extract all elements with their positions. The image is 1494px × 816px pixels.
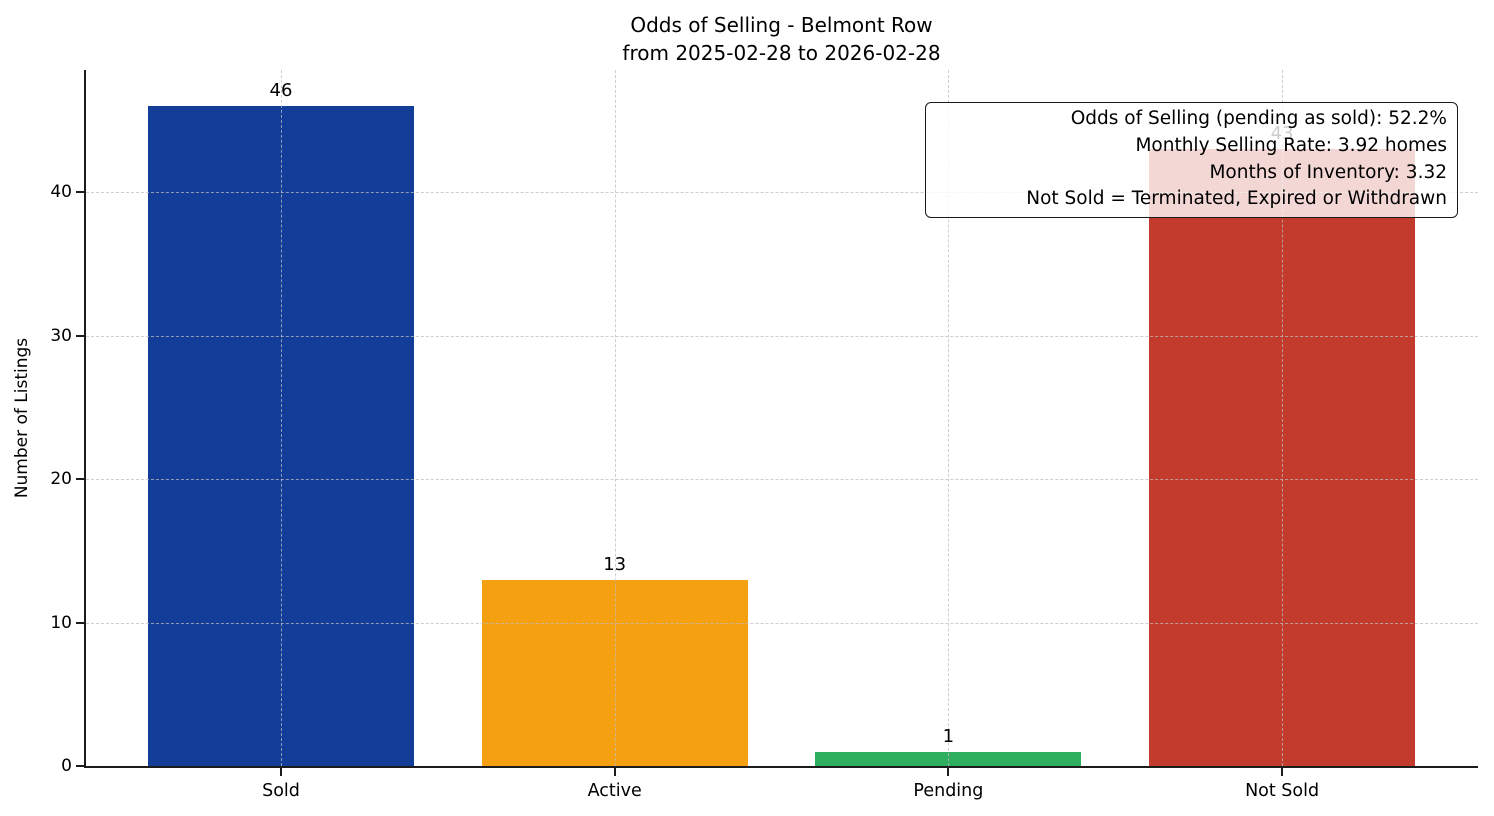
y-tick-label-20: 20 [50, 469, 72, 490]
gridline-v-pending [948, 70, 950, 766]
gridline-h-20 [86, 479, 1478, 481]
y-tick-label-40: 40 [50, 182, 72, 203]
y-tick-10 [76, 621, 84, 624]
bar-value-label-sold: 46 [269, 80, 293, 102]
gridline-v-not-sold [1282, 70, 1284, 766]
x-tick-label-not-sold: Not Sold [1245, 781, 1320, 801]
y-tick-label-10: 10 [50, 612, 72, 633]
x-tick-pending [947, 768, 950, 776]
chart-title: Odds of Selling - Belmont Row from 2025-… [85, 11, 1478, 67]
x-tick-not-sold [1281, 768, 1284, 776]
gridline-v-sold [281, 70, 282, 766]
y-tick-label-0: 0 [61, 756, 72, 776]
annotation-months-of-inventory: Months of Inventory: 3.32 [1209, 161, 1447, 183]
x-tick-active [613, 768, 616, 776]
gridline-h-30 [86, 335, 1478, 337]
x-tick-label-sold: Sold [262, 781, 300, 801]
chart-title-line2: from 2025-02-28 to 2026-02-28 [622, 41, 941, 65]
x-tick-label-pending: Pending [913, 781, 984, 801]
bar-value-label-pending: 1 [942, 725, 955, 747]
y-tick-20 [76, 478, 84, 481]
gridline-h-10 [86, 622, 1478, 624]
y-tick-30 [76, 334, 84, 337]
chart-title-line1: Odds of Selling - Belmont Row [630, 13, 933, 37]
annotation-odds-of-selling: Odds of Selling (pending as sold): 52.2% [1070, 108, 1447, 129]
y-axis-label: Number of Listings [12, 337, 32, 499]
x-tick-label-active: Active [587, 781, 642, 801]
gridline-h-40 [86, 192, 1478, 194]
y-tick-label-30: 30 [50, 325, 72, 346]
gridline-v-active [614, 70, 616, 766]
y-tick-40 [76, 191, 84, 194]
y-axis-spine [84, 70, 86, 768]
stats-annotation-box: Odds of Selling (pending as sold): 52.2%… [925, 102, 1458, 218]
bar-value-label-active: 13 [603, 553, 627, 575]
annotation-not-sold-definition: Not Sold = Terminated, Expired or Withdr… [1026, 188, 1447, 210]
annotation-monthly-selling-rate: Monthly Selling Rate: 3.92 homes [1135, 134, 1447, 156]
y-tick-0 [76, 765, 84, 767]
x-tick-sold [280, 768, 282, 776]
x-axis-spine [84, 766, 1478, 768]
